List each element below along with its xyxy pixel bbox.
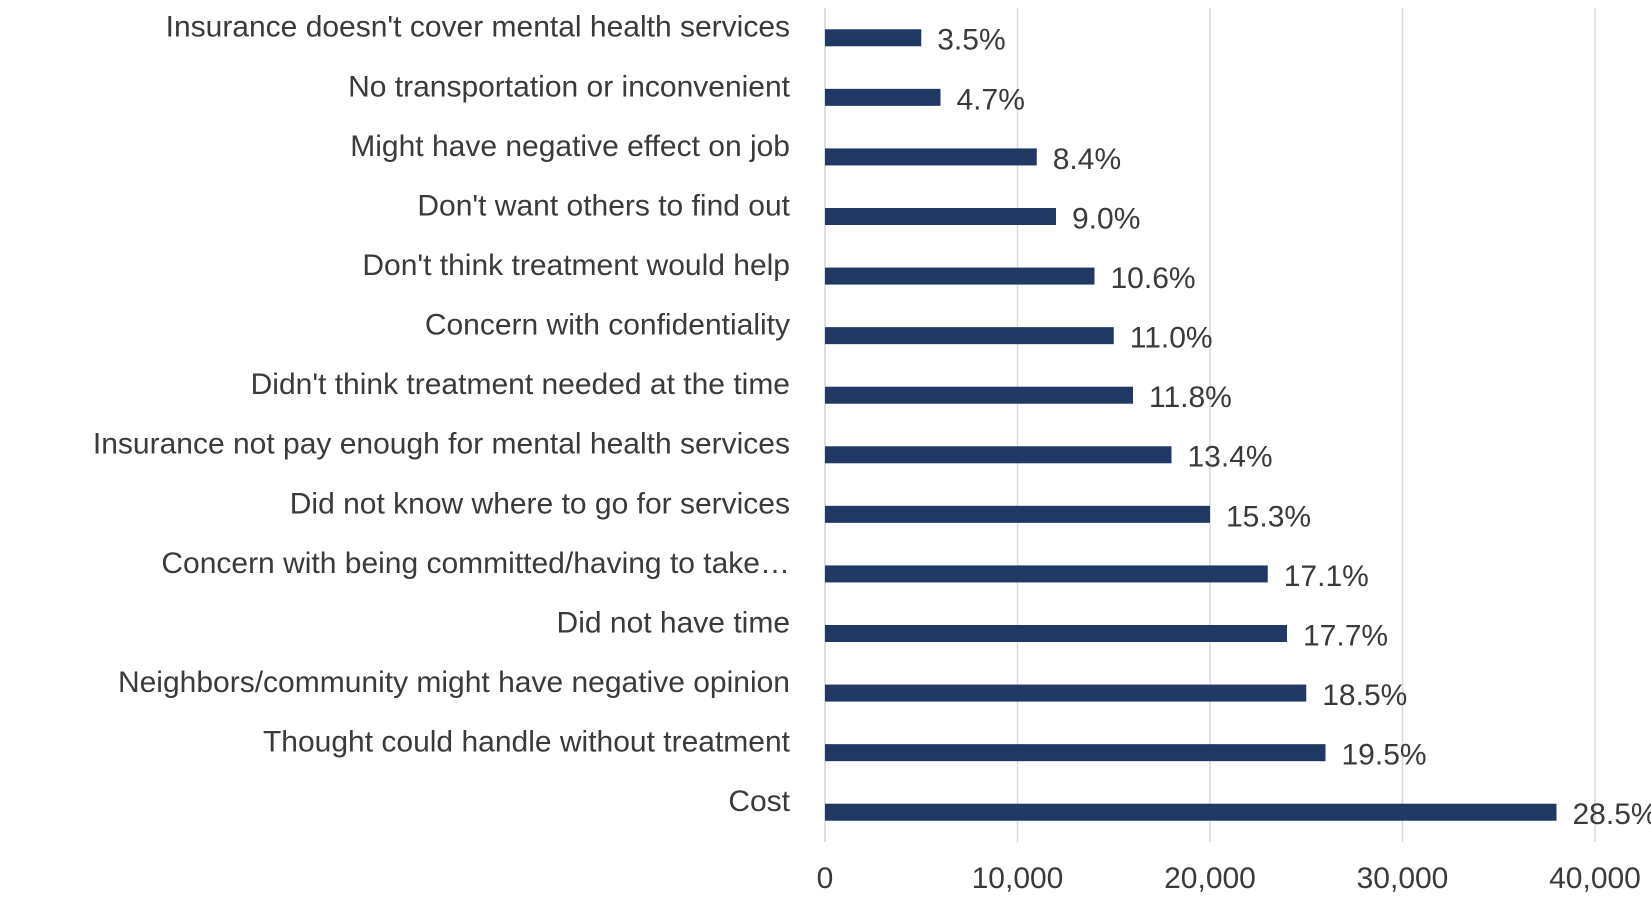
y-tick-label: Thought could handle without treatment	[263, 726, 791, 759]
bar	[825, 565, 1268, 583]
y-tick-label: Don't want others to find out	[417, 189, 790, 222]
data-label: 19.5%	[1342, 739, 1427, 772]
bar	[825, 505, 1210, 523]
data-label: 17.7%	[1303, 619, 1388, 652]
data-label: 9.0%	[1072, 202, 1140, 235]
y-tick-label: Cost	[728, 785, 790, 818]
x-tick-label: 0	[817, 862, 834, 895]
bar	[825, 386, 1133, 404]
data-label: 3.5%	[937, 24, 1005, 57]
bar	[825, 327, 1114, 345]
bar	[825, 446, 1172, 464]
data-label: 4.7%	[957, 83, 1025, 116]
y-tick-label: Don't think treatment would help	[362, 249, 790, 282]
data-label: 15.3%	[1226, 500, 1311, 533]
y-tick-label: Did not know where to go for services	[290, 487, 790, 520]
y-tick-label: Didn't think treatment needed at the tim…	[251, 368, 790, 401]
x-tick-label: 40,000	[1549, 862, 1641, 895]
bar	[825, 684, 1307, 702]
x-tick-label: 10,000	[972, 862, 1064, 895]
data-label: 11.0%	[1130, 322, 1213, 355]
bar	[825, 267, 1095, 285]
y-tick-label: Neighbors/community might have negative …	[118, 666, 790, 699]
y-tick-label: Might have negative effect on job	[350, 130, 790, 163]
bar	[825, 88, 941, 106]
data-label: 18.5%	[1322, 679, 1407, 712]
data-label: 11.8%	[1149, 381, 1232, 414]
y-tick-label: No transportation or inconvenient	[348, 70, 791, 103]
bar	[825, 744, 1326, 762]
bar	[825, 625, 1287, 642]
bar	[825, 208, 1056, 225]
y-tick-label: Insurance not pay enough for mental heal…	[93, 428, 790, 461]
data-label: 8.4%	[1053, 143, 1121, 176]
y-tick-label: Concern with confidentiality	[425, 309, 790, 342]
data-label: 10.6%	[1111, 262, 1196, 295]
data-label: 17.1%	[1284, 560, 1369, 593]
x-tick-label: 30,000	[1357, 862, 1449, 895]
y-tick-label: Did not have time	[557, 606, 790, 639]
bar	[825, 29, 922, 47]
y-tick-label: Concern with being committed/having to t…	[161, 547, 790, 580]
data-label: 28.5%	[1573, 798, 1651, 831]
y-tick-label: Insurance doesn't cover mental health se…	[166, 11, 790, 44]
x-tick-label: 20,000	[1164, 862, 1256, 895]
bar	[825, 803, 1557, 821]
data-label: 13.4%	[1188, 441, 1273, 474]
bar	[825, 148, 1037, 166]
